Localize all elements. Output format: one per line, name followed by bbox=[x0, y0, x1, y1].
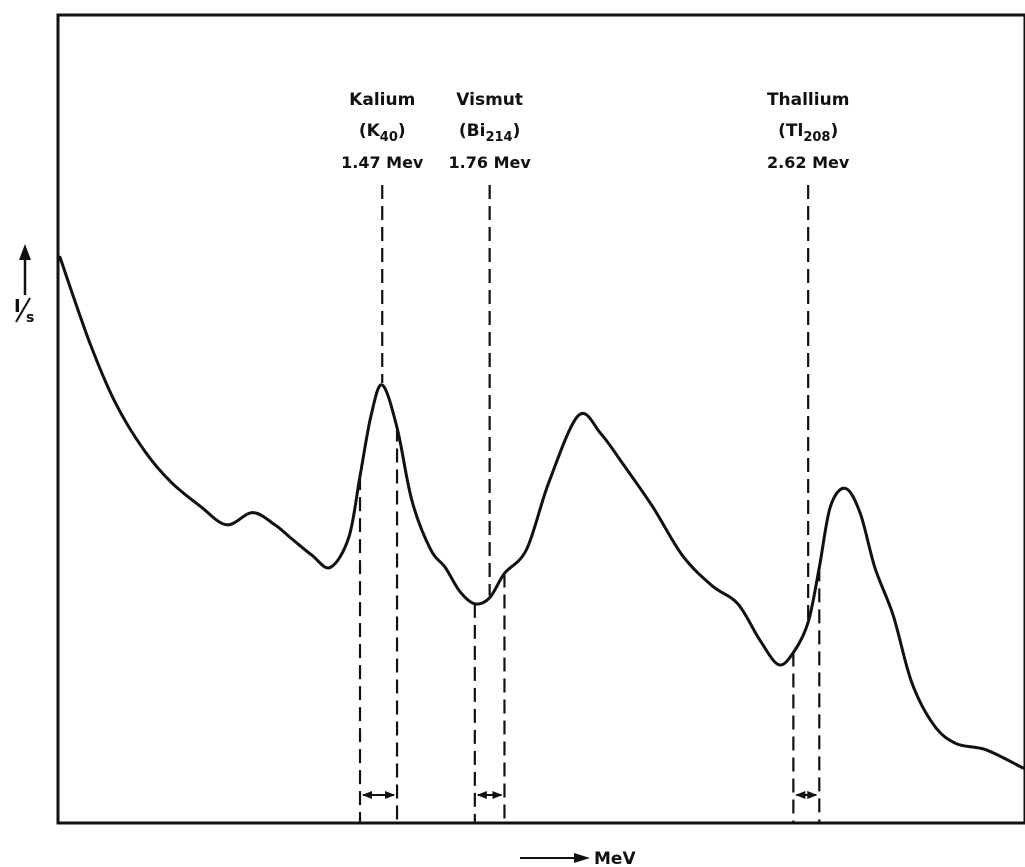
peak-annotation-thallium: Thallium (Tl208) 2.62 Mev bbox=[767, 90, 850, 823]
x-axis-arrowhead bbox=[574, 853, 590, 863]
peak-element-label: Kalium bbox=[349, 90, 415, 110]
y-axis-label-numerator: I bbox=[14, 296, 21, 317]
y-axis-label-slash bbox=[15, 297, 31, 323]
peak-element-label: Thallium bbox=[767, 90, 849, 110]
window-arrowhead-left bbox=[795, 791, 806, 799]
spectrum-curve bbox=[58, 255, 1025, 770]
window-arrowhead-right bbox=[807, 791, 818, 799]
plot-frame bbox=[56, 13, 1025, 825]
x-axis-label-group: MeV bbox=[520, 849, 636, 867]
peak-isotope-label: (K40) bbox=[359, 121, 406, 145]
peak-isotope-label: (Bi214) bbox=[459, 121, 520, 145]
window-arrowhead-right bbox=[492, 791, 503, 799]
window-arrowhead-left bbox=[476, 791, 487, 799]
x-axis-label: MeV bbox=[594, 849, 636, 867]
y-axis-arrowhead bbox=[19, 244, 31, 260]
y-axis-label: I s bbox=[14, 244, 34, 326]
peak-annotation-kalium: Kalium (K40) 1.47 Mev bbox=[341, 90, 424, 823]
peak-energy-label: 2.62 Mev bbox=[767, 153, 850, 172]
window-arrowhead-right bbox=[385, 791, 396, 799]
y-axis-label-denominator: s bbox=[26, 310, 34, 326]
peak-energy-label: 1.47 Mev bbox=[341, 153, 424, 172]
peak-isotope-label: (Tl208) bbox=[778, 121, 838, 145]
peak-annotation-vismut: Vismut (Bi214) 1.76 Mev bbox=[449, 90, 532, 823]
window-arrowhead-left bbox=[362, 791, 373, 799]
peak-element-label: Vismut bbox=[456, 90, 523, 110]
peak-energy-label: 1.76 Mev bbox=[449, 153, 532, 172]
